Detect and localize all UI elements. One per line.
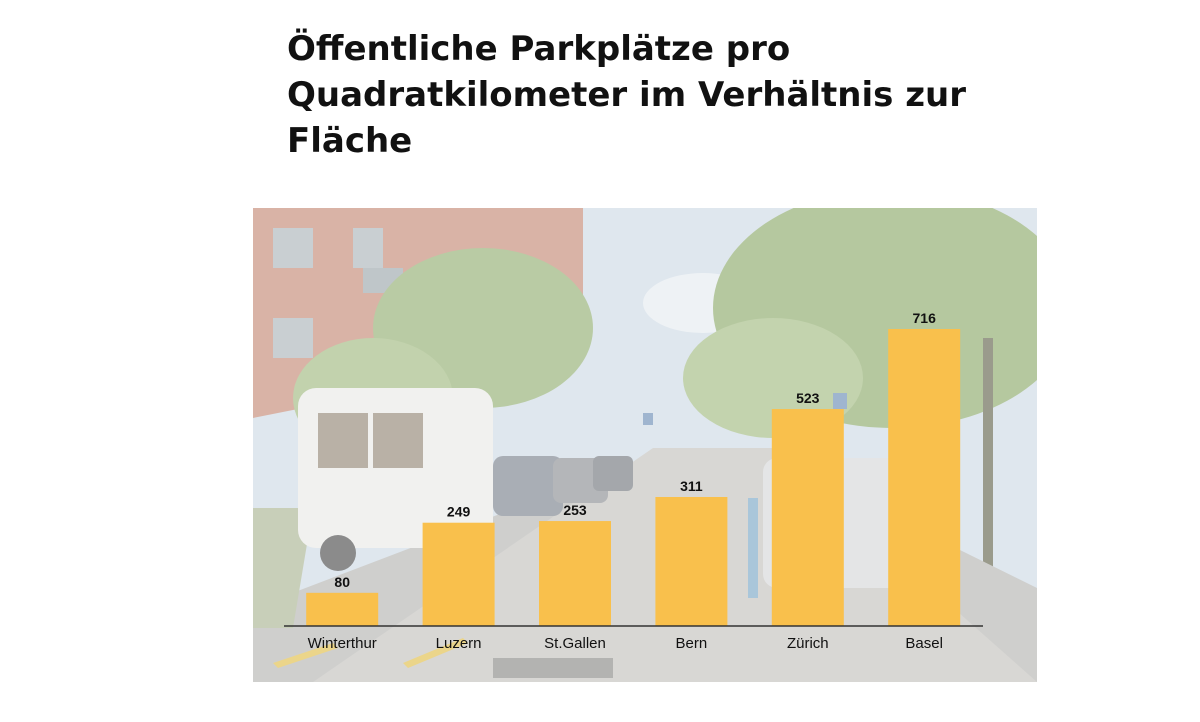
- bar: [655, 496, 728, 626]
- data-label: 80: [334, 574, 350, 590]
- bar: [539, 521, 611, 626]
- data-label: 716: [913, 310, 937, 326]
- data-label: 311: [680, 478, 703, 494]
- bar: [422, 522, 495, 626]
- x-tick-label: Winterthur: [308, 635, 377, 652]
- bar: [306, 592, 379, 626]
- x-tick-label: Luzern: [436, 635, 482, 652]
- bar: [888, 329, 961, 626]
- data-label: 249: [447, 504, 471, 520]
- bar-chart: 80 Winterthur 249 Luzern 253 St.Gallen 311 Bern…: [284, 310, 983, 652]
- x-tick-label: Zürich: [787, 635, 829, 652]
- chart-title: Öffentliche Parkplätze pro Quadratkilome…: [287, 29, 966, 161]
- data-label: 523: [796, 390, 820, 406]
- bar: [771, 409, 844, 626]
- x-tick-label: Bern: [676, 635, 708, 652]
- data-label: 253: [563, 502, 587, 518]
- x-tick-label: Basel: [905, 635, 943, 652]
- x-tick-label: St.Gallen: [544, 635, 606, 652]
